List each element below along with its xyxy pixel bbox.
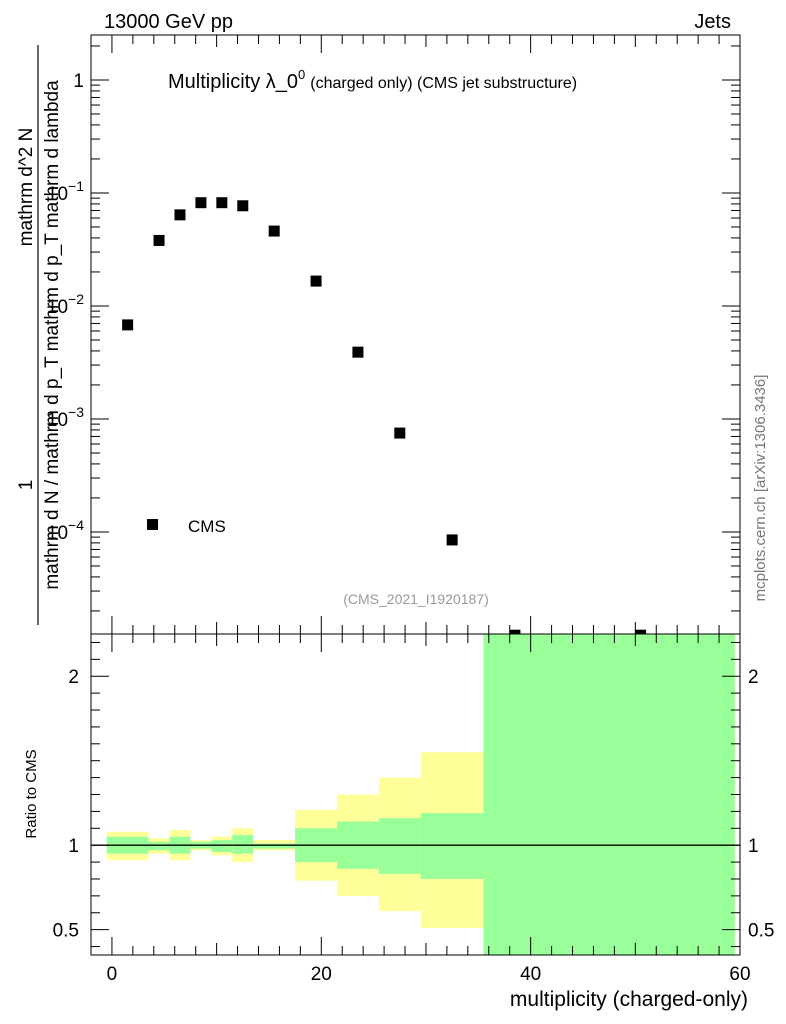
plot-title-main: Multiplicity λ_0 — [168, 71, 298, 93]
y-title-numerator-one: 1 — [16, 480, 37, 491]
ratio-green-band — [211, 840, 233, 852]
x-axis-title: multiplicity (charged-only) — [510, 988, 748, 1011]
plot-title-subtitle: (charged only) (CMS jet substructure) — [310, 75, 577, 92]
y-title-denominator: mathrm d N / mathrm d p_T mathrm d p_T m… — [42, 80, 63, 590]
ratio-y-tick-label-right: 2 — [748, 667, 759, 688]
y-tick-label: 10−3 — [47, 404, 84, 431]
legend-cms-marker — [147, 519, 158, 530]
ratio-y-tick-label: 2 — [68, 667, 79, 688]
main-y-tick-labels: 1 10−1 10−2 10−3 10−4 — [47, 71, 84, 544]
ratio-y-tick-label-right: 0.5 — [748, 921, 774, 942]
legend-cms-label: CMS — [188, 517, 226, 536]
data-point — [509, 629, 521, 634]
ratio-green-band — [148, 841, 170, 851]
header-process-label: Jets — [694, 11, 731, 33]
ratio-y-tick-label: 0.5 — [53, 921, 79, 942]
ratio-green-band — [253, 843, 296, 849]
ratio-green-band — [232, 835, 254, 854]
data-point — [268, 225, 280, 237]
plot-title-superscript: 0 — [298, 67, 305, 82]
data-points — [122, 197, 647, 634]
ratio-tick-labels: 0.5 0.51 12 20 20 40 60 — [53, 667, 775, 985]
data-point — [153, 234, 165, 246]
data-point — [310, 275, 322, 287]
mcplots-credit: mcplots.cern.ch [arXiv:1306.3436] — [752, 375, 769, 602]
y-tick-label: 10−2 — [47, 291, 84, 318]
main-plot-frame — [90, 34, 741, 635]
ratio-bands — [106, 634, 735, 955]
y-tick-label: 10−4 — [47, 517, 84, 544]
data-point — [216, 197, 228, 209]
ratio-y-tick-label-right: 1 — [748, 836, 759, 857]
data-point — [446, 534, 458, 546]
ratio-green-band — [420, 813, 484, 879]
ratio-ticks — [90, 634, 741, 955]
header-energy-label: 13000 GeV pp — [104, 11, 233, 33]
x-tick-label: 40 — [520, 964, 541, 985]
plot-title: Multiplicity λ_00 (charged only) (CMS jet… — [168, 67, 577, 93]
ratio-plot-panel: 0.5 0.51 12 20 20 40 60 — [53, 633, 775, 985]
data-point — [352, 346, 364, 358]
main-y-axis-title: 1 mathrm d^2 N mathrm d N / mathrm d p_T… — [16, 45, 63, 625]
x-tick-label: 20 — [311, 964, 332, 985]
ratio-green-band — [378, 818, 421, 874]
main-y-ticks — [91, 35, 741, 634]
y-tick-label: 10−1 — [47, 178, 84, 205]
analysis-label: (CMS_2021_I1920187) — [343, 591, 489, 607]
ratio-y-tick-label: 1 — [68, 836, 79, 857]
data-point — [237, 200, 249, 212]
data-point — [394, 427, 406, 439]
y-tick-label: 1 — [73, 71, 84, 92]
y-title-numerator: mathrm d^2 N — [16, 128, 37, 247]
ratio-green-band — [483, 634, 735, 955]
data-point — [122, 319, 134, 331]
x-tick-label: 0 — [107, 964, 118, 985]
data-point — [635, 629, 647, 634]
x-tick-label: 60 — [729, 964, 750, 985]
data-point — [195, 197, 207, 209]
ratio-y-axis-title: Ratio to CMS — [23, 749, 40, 838]
main-plot-panel: 1 10−1 10−2 10−3 10−4 Multiplicity λ_00 (char… — [47, 34, 741, 635]
data-point — [174, 209, 186, 221]
